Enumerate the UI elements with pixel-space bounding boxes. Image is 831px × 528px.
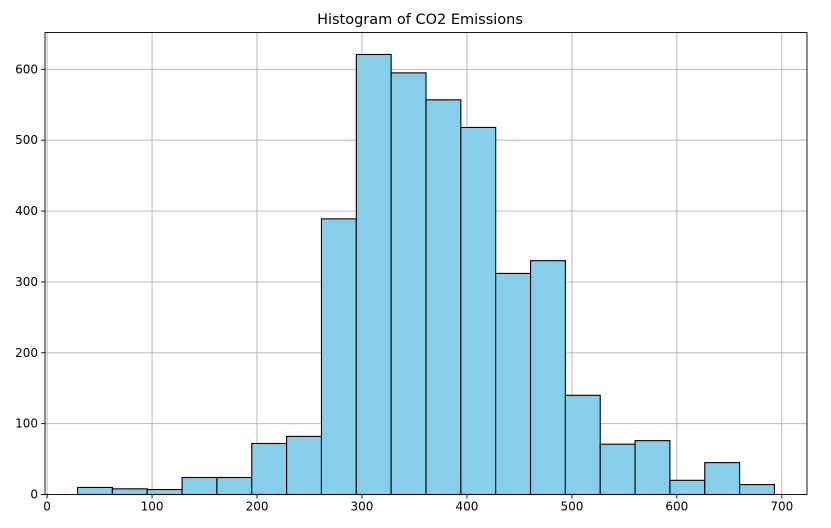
- histogram-bar: [460, 126, 497, 496]
- y-axis: 0 100 200 300 400 500 600: [15, 62, 45, 502]
- histogram-bar: [599, 443, 636, 496]
- histogram-bar: [425, 99, 462, 496]
- histogram-bar: [634, 440, 671, 496]
- x-tick-label: 400: [455, 500, 478, 514]
- y-tick-label: 500: [15, 133, 38, 147]
- y-tick-label: 400: [15, 204, 38, 218]
- histogram-bar: [564, 394, 601, 496]
- histogram-bar: [320, 218, 357, 496]
- y-tick-label: 100: [15, 417, 38, 431]
- histogram-bar: [146, 488, 183, 496]
- histogram-bar: [739, 484, 776, 496]
- x-axis: 0 100 200 300 400 500 600 700: [43, 494, 793, 514]
- histogram-bar: [251, 442, 288, 496]
- x-tick-label: 300: [351, 500, 374, 514]
- plot-area-frame: [44, 32, 808, 495]
- histogram-bar: [669, 479, 706, 496]
- histogram-bar: [529, 260, 566, 496]
- x-tick-label: 200: [246, 500, 269, 514]
- histogram-bar: [111, 488, 148, 496]
- x-tick-label: 600: [665, 500, 688, 514]
- histogram-bar: [390, 72, 427, 496]
- x-tick-label: 0: [43, 500, 51, 514]
- histogram-bar: [286, 435, 323, 496]
- histogram-bar: [704, 462, 741, 496]
- y-tick-label: 600: [15, 62, 38, 76]
- x-tick-label: 700: [770, 500, 793, 514]
- histogram-bar: [355, 53, 392, 496]
- x-tick-label: 500: [560, 500, 583, 514]
- histogram-bar: [495, 272, 532, 496]
- y-tick-label: 0: [30, 488, 38, 502]
- histogram-bar: [181, 476, 218, 496]
- histogram-bar: [76, 486, 113, 496]
- x-tick-label: 100: [141, 500, 164, 514]
- y-tick-label: 300: [15, 275, 38, 289]
- bars: [76, 53, 776, 496]
- chart-title: Histogram of CO2 Emissions: [317, 12, 523, 28]
- y-tick-label: 200: [15, 346, 38, 360]
- histogram-bar: [216, 476, 253, 496]
